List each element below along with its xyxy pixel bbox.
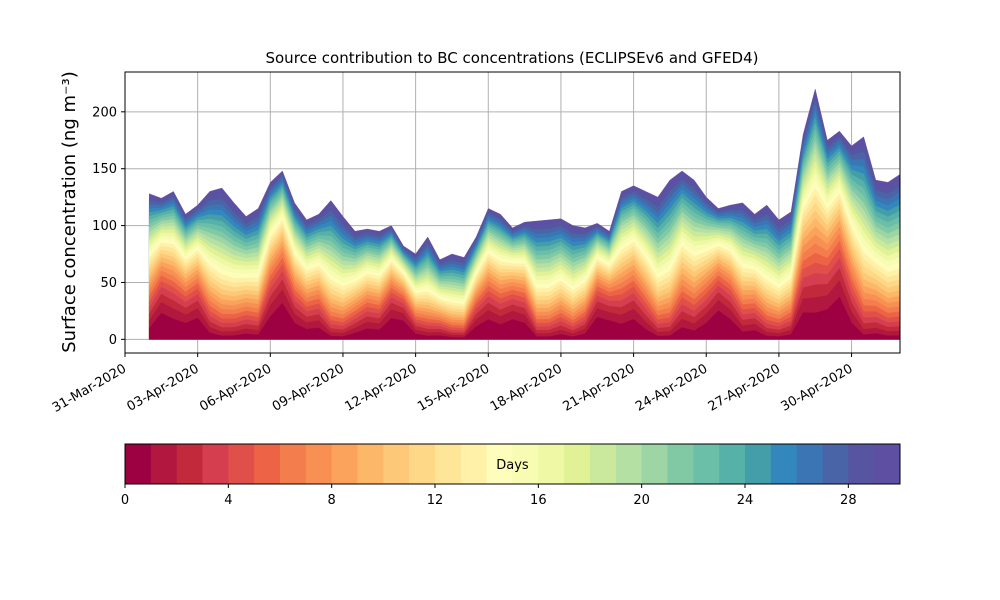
colorbar-swatch bbox=[486, 444, 513, 484]
x-tick-label: 31-Mar-2020 bbox=[50, 361, 129, 415]
x-tick-label: 27-Apr-2020 bbox=[706, 361, 783, 414]
colorbar-swatch bbox=[460, 444, 488, 484]
colorbar-swatch bbox=[719, 444, 746, 484]
y-tick-label: 50 bbox=[100, 276, 117, 291]
y-tick-label: 100 bbox=[92, 219, 117, 234]
x-tick-label: 24-Apr-2020 bbox=[633, 361, 710, 414]
y-tick-label: 150 bbox=[92, 162, 117, 177]
colorbar-swatch bbox=[280, 444, 307, 484]
x-tick-label: 03-Apr-2020 bbox=[125, 361, 202, 414]
colorbar-swatch bbox=[409, 444, 436, 484]
y-tick-label: 0 bbox=[109, 333, 117, 348]
x-tick-label: 18-Apr-2020 bbox=[488, 361, 565, 414]
colorbar-tick-label: 12 bbox=[427, 493, 444, 508]
colorbar-swatch bbox=[331, 444, 358, 484]
colorbar-swatch bbox=[150, 444, 178, 484]
colorbar-swatch bbox=[848, 444, 875, 484]
colorbar-swatch bbox=[357, 444, 384, 484]
colorbar-swatch bbox=[615, 444, 643, 484]
colorbar-swatch bbox=[693, 444, 720, 484]
colorbar-swatch bbox=[822, 444, 849, 484]
colorbar-swatch bbox=[874, 444, 901, 484]
colorbar-tick-label: 16 bbox=[530, 493, 547, 508]
colorbar-tick-label: 28 bbox=[840, 493, 857, 508]
colorbar-swatch bbox=[564, 444, 591, 484]
colorbar-label: Days bbox=[496, 458, 529, 473]
colorbar-tick-label: 20 bbox=[633, 493, 650, 508]
colorbar-swatch bbox=[435, 444, 462, 484]
colorbar-tick-label: 8 bbox=[328, 493, 336, 508]
colorbar-swatch bbox=[641, 444, 668, 484]
colorbar-swatch bbox=[538, 444, 565, 484]
x-tick-label: 06-Apr-2020 bbox=[197, 361, 274, 414]
stacked-area-layer bbox=[149, 89, 900, 340]
colorbar-swatch bbox=[176, 444, 203, 484]
colorbar-swatch bbox=[383, 444, 410, 484]
y-axis-label: Surface concentration (ng m⁻³) bbox=[59, 71, 80, 353]
area-layer-day-0 bbox=[149, 296, 900, 340]
colorbar-swatch bbox=[254, 444, 281, 484]
x-tick-label: 09-Apr-2020 bbox=[270, 361, 347, 414]
x-tick-label: 12-Apr-2020 bbox=[343, 361, 420, 414]
x-tick-label: 21-Apr-2020 bbox=[560, 361, 637, 414]
colorbar-tick-label: 0 bbox=[121, 493, 129, 508]
colorbar-frame bbox=[124, 443, 901, 485]
colorbar-swatch bbox=[125, 444, 152, 484]
colorbar-swatch bbox=[202, 444, 229, 484]
plot-frame bbox=[124, 71, 901, 354]
colorbar-swatch bbox=[590, 444, 617, 484]
colorbar-swatch bbox=[667, 444, 694, 484]
x-tick-label: 15-Apr-2020 bbox=[415, 361, 492, 414]
colorbar-tick-label: 4 bbox=[224, 493, 232, 508]
colorbar: 0 4 8 12 16 20 24 28 Days bbox=[121, 443, 901, 508]
y-tick-label: 200 bbox=[92, 105, 117, 120]
colorbar-swatch bbox=[228, 444, 255, 484]
colorbar-swatch bbox=[512, 444, 539, 484]
colorbar-tick-label: 24 bbox=[737, 493, 754, 508]
x-tick-label: 30-Apr-2020 bbox=[778, 361, 855, 414]
colorbar-swatch bbox=[770, 444, 798, 484]
chart-title: Source contribution to BC concentrations… bbox=[265, 49, 758, 67]
colorbar-swatch bbox=[796, 444, 823, 484]
colorbar-swatch bbox=[745, 444, 772, 484]
colorbar-swatch bbox=[305, 444, 333, 484]
